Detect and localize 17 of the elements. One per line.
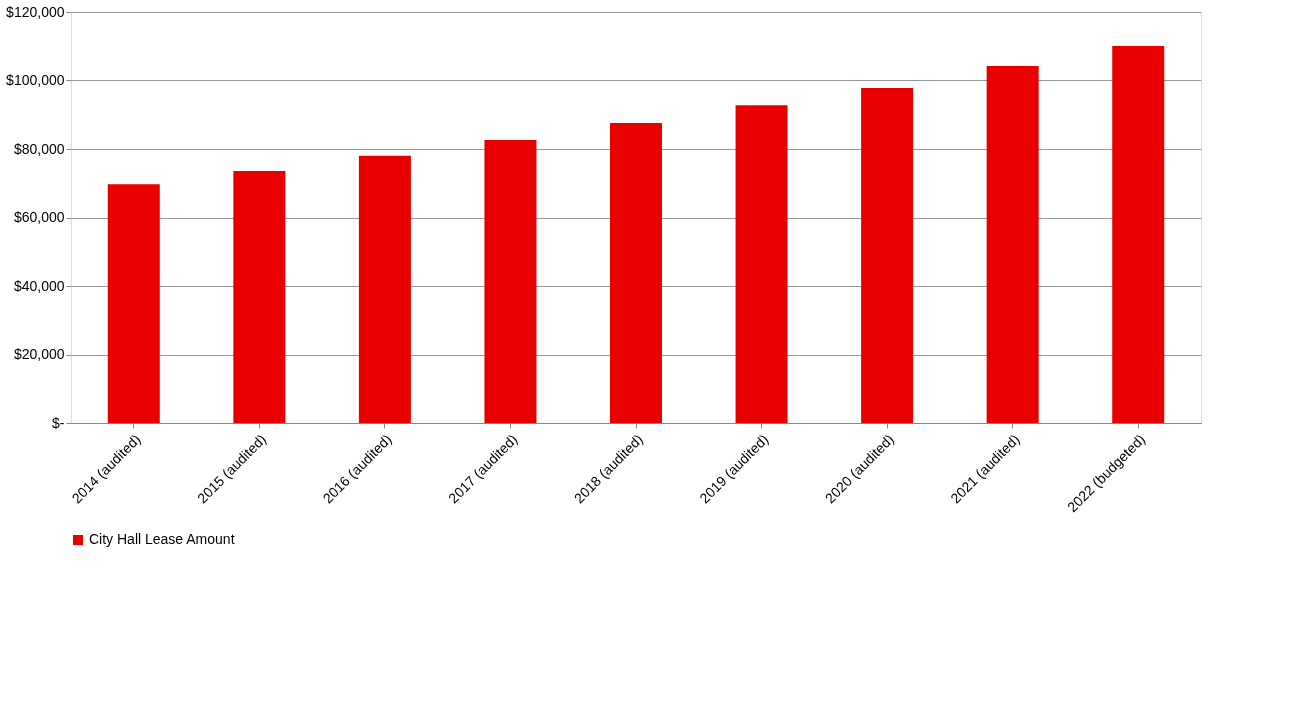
bar bbox=[861, 88, 914, 423]
bar bbox=[107, 184, 160, 423]
bar bbox=[358, 155, 411, 423]
y-tick-label: $100,000 bbox=[6, 72, 65, 88]
bar bbox=[484, 140, 537, 423]
y-tick-label: $60,000 bbox=[13, 209, 65, 225]
bar bbox=[986, 66, 1039, 423]
bar bbox=[1112, 45, 1165, 423]
legend-label: City Hall Lease Amount bbox=[89, 531, 235, 547]
bar bbox=[735, 105, 788, 423]
bar bbox=[233, 170, 286, 423]
y-tick-label: $120,000 bbox=[6, 3, 65, 20]
y-tick-label: $80,000 bbox=[13, 140, 65, 157]
y-tick-label: $- bbox=[52, 414, 65, 431]
y-tick-label: $40,000 bbox=[13, 277, 65, 294]
y-tick-label: $20,000 bbox=[13, 346, 65, 362]
bar bbox=[610, 122, 662, 423]
